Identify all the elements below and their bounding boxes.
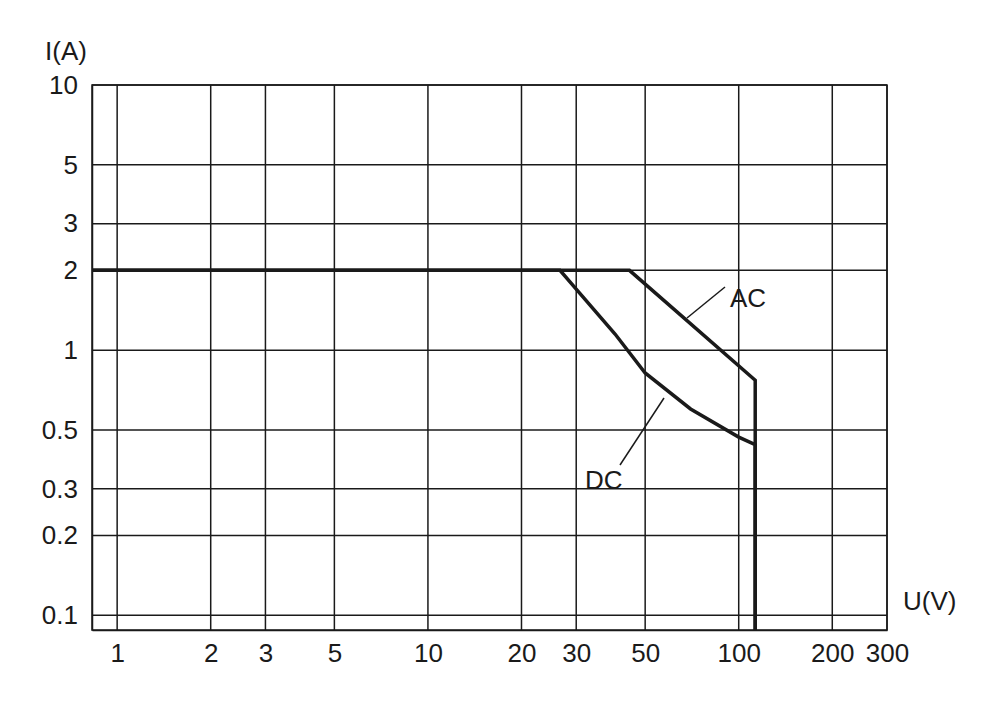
grid-line-x [265, 85, 267, 630]
x-tick: 200 [811, 630, 854, 668]
y-tick-label: 10 [49, 70, 78, 100]
x-tick-label: 300 [866, 638, 909, 668]
x-tick-label: 1 [110, 638, 124, 668]
grid [92, 85, 887, 630]
x-axis: 1 2 3 5 10 20 30 50 100 200 300 [93, 630, 910, 668]
grid-line-y [92, 164, 887, 166]
grid-line-y [92, 535, 887, 537]
series-label: AC [730, 283, 766, 313]
grid-line-x [334, 85, 336, 630]
x-tick-label: 200 [811, 638, 854, 668]
grid-line-y [92, 349, 887, 351]
grid-line-y [92, 429, 887, 431]
y-tick: 0.5 [42, 415, 92, 445]
grid-line-x [210, 85, 212, 630]
leader-line [620, 398, 664, 465]
y-tick-label: 2 [64, 255, 78, 285]
y-tick: 0.2 [42, 520, 92, 550]
x-tick-label: 20 [508, 638, 537, 668]
plot: 1 2 3 5 10 20 30 50 100 200 300 0.1 0.2 0.3 0.5 1 2 3 5 10 [42, 70, 909, 669]
grid-line-y [92, 223, 887, 225]
x-tick-label: 3 [259, 638, 273, 668]
grid-line-y [92, 615, 887, 617]
y-axis-title: I(A) [45, 36, 87, 66]
grid-line-x [832, 85, 834, 630]
x-axis-title: U(V) [903, 586, 956, 616]
y-axis: 0.1 0.2 0.3 0.5 1 2 3 5 10 [42, 70, 93, 631]
x-tick-label: 10 [414, 638, 443, 668]
x-tick: 50 [631, 630, 660, 668]
x-tick: 300 [866, 630, 909, 668]
y-tick-label: 0.1 [42, 600, 78, 630]
x-tick: 3 [259, 630, 273, 668]
y-tick: 0.1 [42, 600, 92, 630]
x-tick: 30 [562, 630, 591, 668]
y-tick-label: 0.3 [42, 474, 78, 504]
x-tick: 100 [718, 630, 761, 668]
y-tick: 0.3 [42, 474, 92, 504]
y-tick: 10 [49, 70, 92, 100]
grid-line-x [738, 85, 740, 630]
grid-line-x [521, 85, 523, 630]
grid-line-x [427, 85, 429, 630]
y-tick: 5 [64, 150, 92, 180]
grid-line-y [92, 488, 887, 490]
x-tick-label: 30 [562, 638, 591, 668]
y-tick: 3 [64, 208, 92, 238]
x-tick-label: 5 [328, 638, 342, 668]
x-tick-label: 2 [204, 638, 218, 668]
x-tick-label: 100 [718, 638, 761, 668]
y-tick: 2 [64, 255, 92, 285]
grid-line-x [644, 85, 646, 630]
series-line [92, 270, 755, 630]
x-tick: 2 [204, 630, 218, 668]
y-axis-line [92, 86, 94, 631]
y-tick-label: 0.5 [42, 415, 78, 445]
series-group [92, 270, 755, 630]
y-tick-label: 0.2 [42, 520, 78, 550]
chart: 1 2 3 5 10 20 30 50 100 200 300 0.1 0.2 0.3 0.5 1 2 3 5 10 A… [0, 0, 1000, 712]
x-tick-label: 50 [631, 638, 660, 668]
y-tick-label: 1 [64, 335, 78, 365]
x-tick: 5 [328, 630, 342, 668]
y-tick: 1 [64, 335, 92, 365]
x-tick: 1 [110, 630, 124, 668]
series-label: DC [585, 465, 623, 495]
leader-line [687, 287, 725, 318]
x-tick: 20 [508, 630, 537, 668]
grid-line-x [575, 85, 577, 630]
frame [92, 85, 887, 630]
series-line [92, 270, 755, 630]
grid-line-x [116, 85, 118, 630]
y-tick-label: 5 [64, 150, 78, 180]
y-tick-label: 3 [64, 208, 78, 238]
x-axis-line [93, 630, 888, 632]
x-tick: 10 [414, 630, 443, 668]
